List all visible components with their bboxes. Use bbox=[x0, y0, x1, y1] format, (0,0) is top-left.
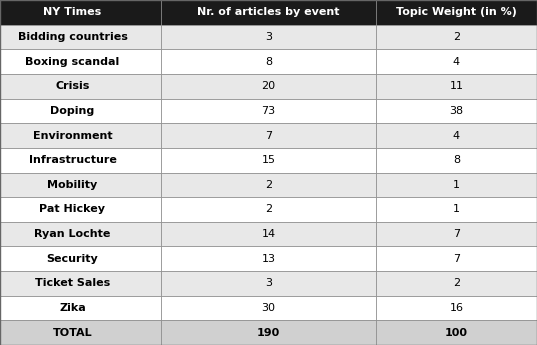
Bar bbox=[0, 321, 161, 345]
Bar bbox=[376, 0, 537, 24]
Bar bbox=[161, 74, 376, 99]
Bar bbox=[0, 74, 161, 99]
Text: TOTAL: TOTAL bbox=[53, 328, 92, 338]
Text: Crisis: Crisis bbox=[55, 81, 90, 91]
Text: 38: 38 bbox=[449, 106, 463, 116]
Bar bbox=[161, 0, 376, 24]
Bar bbox=[161, 24, 376, 49]
Bar bbox=[0, 222, 161, 246]
Bar bbox=[161, 197, 376, 222]
Text: Boxing scandal: Boxing scandal bbox=[25, 57, 120, 67]
Bar bbox=[161, 222, 376, 246]
Bar bbox=[376, 24, 537, 49]
Text: 8: 8 bbox=[265, 57, 272, 67]
Text: 20: 20 bbox=[262, 81, 275, 91]
Bar bbox=[161, 321, 376, 345]
Bar bbox=[161, 123, 376, 148]
Text: 8: 8 bbox=[453, 155, 460, 165]
Text: Pat Hickey: Pat Hickey bbox=[40, 205, 105, 215]
Text: 73: 73 bbox=[262, 106, 275, 116]
Text: 2: 2 bbox=[265, 180, 272, 190]
Text: Infrastructure: Infrastructure bbox=[28, 155, 117, 165]
Bar bbox=[161, 172, 376, 197]
Text: Environment: Environment bbox=[33, 130, 112, 140]
Text: 7: 7 bbox=[453, 254, 460, 264]
Bar bbox=[376, 148, 537, 172]
Text: NY Times: NY Times bbox=[43, 7, 101, 17]
Text: Bidding countries: Bidding countries bbox=[18, 32, 127, 42]
Bar bbox=[376, 123, 537, 148]
Text: 4: 4 bbox=[453, 130, 460, 140]
Bar bbox=[161, 49, 376, 74]
Text: Nr. of articles by event: Nr. of articles by event bbox=[197, 7, 340, 17]
Bar bbox=[376, 99, 537, 123]
Text: 190: 190 bbox=[257, 328, 280, 338]
Text: 14: 14 bbox=[262, 229, 275, 239]
Bar bbox=[376, 49, 537, 74]
Bar bbox=[376, 246, 537, 271]
Bar bbox=[0, 148, 161, 172]
Bar bbox=[376, 74, 537, 99]
Text: Ticket Sales: Ticket Sales bbox=[35, 278, 110, 288]
Text: 3: 3 bbox=[265, 32, 272, 42]
Bar bbox=[161, 271, 376, 296]
Bar bbox=[161, 99, 376, 123]
Bar bbox=[376, 172, 537, 197]
Bar bbox=[376, 321, 537, 345]
Text: 2: 2 bbox=[265, 205, 272, 215]
Bar bbox=[0, 172, 161, 197]
Text: 11: 11 bbox=[449, 81, 463, 91]
Text: Ryan Lochte: Ryan Lochte bbox=[34, 229, 111, 239]
Bar bbox=[161, 296, 376, 321]
Bar bbox=[376, 296, 537, 321]
Text: 2: 2 bbox=[453, 278, 460, 288]
Text: 1: 1 bbox=[453, 180, 460, 190]
Text: 2: 2 bbox=[453, 32, 460, 42]
Bar bbox=[0, 49, 161, 74]
Bar bbox=[0, 246, 161, 271]
Text: 15: 15 bbox=[262, 155, 275, 165]
Bar bbox=[0, 271, 161, 296]
Text: Mobility: Mobility bbox=[47, 180, 98, 190]
Text: 30: 30 bbox=[262, 303, 275, 313]
Bar bbox=[161, 246, 376, 271]
Text: 1: 1 bbox=[453, 205, 460, 215]
Text: 7: 7 bbox=[453, 229, 460, 239]
Text: Doping: Doping bbox=[50, 106, 95, 116]
Bar bbox=[0, 123, 161, 148]
Bar bbox=[0, 0, 161, 24]
Text: Topic Weight (in %): Topic Weight (in %) bbox=[396, 7, 517, 17]
Bar bbox=[0, 296, 161, 321]
Text: 16: 16 bbox=[449, 303, 463, 313]
Bar bbox=[161, 148, 376, 172]
Text: 100: 100 bbox=[445, 328, 468, 338]
Text: 3: 3 bbox=[265, 278, 272, 288]
Bar bbox=[0, 99, 161, 123]
Bar bbox=[0, 197, 161, 222]
Text: Security: Security bbox=[47, 254, 98, 264]
Text: 7: 7 bbox=[265, 130, 272, 140]
Bar bbox=[376, 222, 537, 246]
Bar bbox=[0, 24, 161, 49]
Bar bbox=[376, 271, 537, 296]
Text: Zika: Zika bbox=[59, 303, 86, 313]
Text: 13: 13 bbox=[262, 254, 275, 264]
Text: 4: 4 bbox=[453, 57, 460, 67]
Bar bbox=[376, 197, 537, 222]
